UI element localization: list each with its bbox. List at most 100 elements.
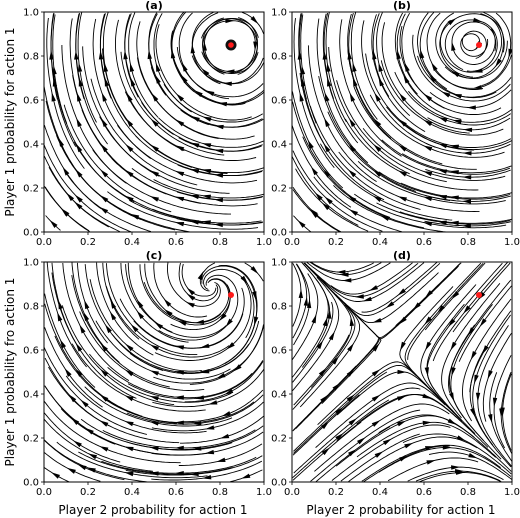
stream-arrow [382, 438, 392, 446]
stream-arrow [437, 169, 448, 174]
stream-arrow [419, 49, 425, 59]
stream-arrow [441, 91, 451, 98]
stream-arrow [451, 465, 461, 470]
y-tick-label: 0.0 [23, 228, 39, 239]
stream-arrow [52, 65, 57, 75]
stream-arrow [331, 356, 339, 365]
stream-arrow [422, 221, 433, 227]
stream-arrow [154, 322, 164, 330]
stream-arrow [75, 342, 83, 352]
stream-arrow [449, 170, 459, 175]
stream-arrow [452, 119, 462, 124]
stream-arrow [424, 316, 432, 325]
stream-arrow [371, 369, 381, 377]
stream-arrow [163, 298, 172, 307]
stream-arrow [479, 318, 487, 327]
stream-arrow [422, 420, 432, 426]
stream-arrow [470, 350, 477, 360]
stream-arrow [328, 331, 335, 341]
stream-arrow [202, 116, 212, 122]
stream-arrow [372, 195, 382, 202]
stream-arrow [323, 143, 331, 153]
stream-arrow [327, 309, 332, 319]
stream-arrow [423, 119, 433, 127]
stream-arrow [194, 90, 203, 98]
stream-arrow [51, 472, 61, 479]
x-tick-label: 1.0 [504, 237, 520, 248]
stream-arrow [447, 18, 457, 26]
stream-arrow [323, 169, 331, 178]
x-tick-label: 0.6 [416, 237, 432, 248]
stream-arrow [202, 143, 212, 148]
stream-arrow [339, 272, 349, 277]
stream-arrow [334, 407, 344, 415]
x-axis-label-right: Player 2 probability for action 1 [306, 503, 495, 517]
stream-arrow [186, 293, 196, 301]
stream-arrow [100, 368, 109, 377]
stream-arrow [100, 143, 108, 153]
stream-arrow [233, 364, 242, 372]
stream-arrow [194, 319, 205, 325]
stream-arrow [129, 62, 135, 72]
stream-arrow [307, 139, 314, 149]
stream-arrow [192, 446, 202, 451]
stream-arrow [462, 151, 472, 156]
stream-arrow [252, 291, 257, 301]
stream-arrow [213, 197, 224, 203]
stream-arrow [475, 392, 481, 402]
y-tick-label: 1.0 [271, 8, 287, 19]
stream-arrow [175, 119, 185, 127]
panel-b: 0.0 0.2 0.4 0.6 0.8 1.0 0.0 0.2 0.4 0.6 0.8 1.0 (b) [271, 0, 520, 248]
stream-arrow [200, 343, 210, 348]
stream-arrow [186, 287, 195, 296]
x-tick-label: 0.2 [328, 487, 344, 498]
stream-arrow [354, 294, 364, 299]
stream-arrow [474, 374, 479, 384]
y-tick-label: 0.2 [271, 184, 287, 195]
stream-arrow [74, 201, 83, 210]
y-tick-label: 0.8 [271, 302, 287, 313]
stream-arrow [374, 92, 381, 102]
stream-arrow [205, 425, 215, 430]
stream-arrow [451, 291, 460, 300]
stream-arrow [451, 41, 456, 51]
stream-arrow [342, 278, 352, 283]
stream-arrow [100, 169, 109, 178]
stream-arrow [74, 50, 79, 60]
stream-arrow [425, 341, 432, 351]
stream-arrow [368, 285, 379, 291]
stream-arrow [346, 368, 355, 377]
stream-arrow [49, 220, 58, 228]
stream-arrow [99, 420, 109, 427]
stream-arrow [378, 62, 383, 72]
stream-arrow [51, 92, 56, 102]
y-tick-label: 0.2 [23, 184, 39, 195]
stream-arrow [316, 340, 324, 350]
stream-arrow [396, 420, 407, 427]
stream-arrow [219, 313, 227, 322]
stream-arrow [324, 196, 333, 205]
stream-arrow [349, 118, 356, 127]
stream-arrow [423, 171, 433, 177]
stream-arrow [297, 50, 303, 60]
stream-arrow [150, 344, 160, 351]
stream-arrow [373, 144, 382, 152]
stream-arrow [202, 41, 208, 51]
stream-arrow [362, 296, 372, 302]
stream-arrow [332, 382, 341, 391]
stream-arrow [225, 318, 233, 328]
stream-arrow [149, 196, 160, 202]
stream-arrow [300, 65, 306, 75]
stream-arrow [84, 299, 90, 310]
stream-arrow [324, 92, 330, 102]
stream-arrow [77, 464, 87, 471]
stream-arrow [450, 341, 457, 351]
stream-arrow [149, 370, 159, 376]
stream-arrow [462, 199, 472, 204]
stream-arrow [310, 210, 319, 219]
stream-arrow [76, 92, 82, 102]
panel-title: (b) [393, 0, 411, 12]
x-tick-label: 0.0 [36, 487, 52, 498]
stream-arrow [201, 169, 212, 174]
